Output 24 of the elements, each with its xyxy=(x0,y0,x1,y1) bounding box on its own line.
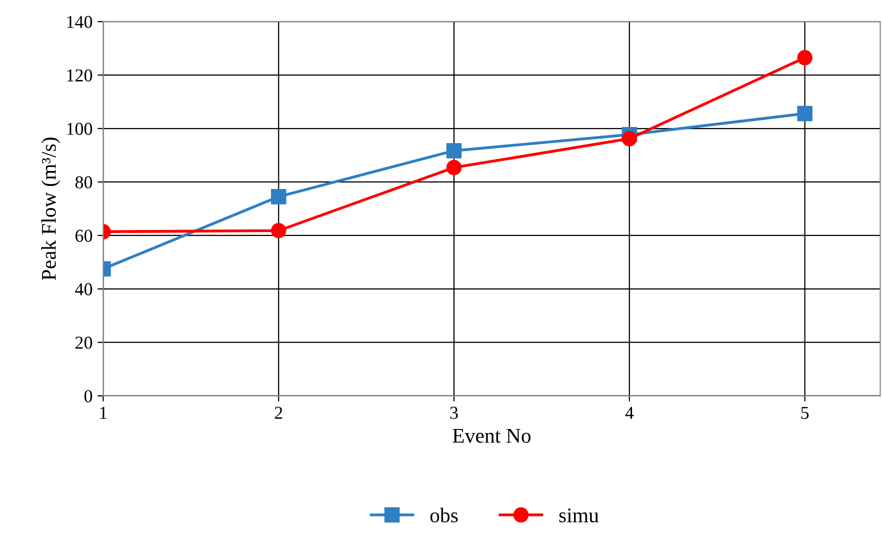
point xyxy=(270,189,286,204)
point xyxy=(797,106,812,122)
y-tick-label: 0 xyxy=(84,390,92,402)
legend-label: obs xyxy=(430,508,458,522)
y-tick-label: 40 xyxy=(75,283,92,296)
y-tick-label: 20 xyxy=(76,336,92,349)
point xyxy=(446,160,462,176)
x-axis-title: Event No xyxy=(452,428,531,443)
y-tick-label: 60 xyxy=(76,230,92,242)
x-tick-label: 4 xyxy=(625,406,634,419)
y-tick-label: 80 xyxy=(75,176,92,188)
legend-label: simu xyxy=(559,508,599,522)
x-tick-label: 1 xyxy=(100,406,107,419)
x-tick-label: 2 xyxy=(274,406,282,419)
point xyxy=(797,50,812,66)
y-tick-label: 140 xyxy=(67,16,92,28)
x-tick-label: 5 xyxy=(801,406,809,419)
y-tick-label: 100 xyxy=(67,122,92,135)
y-axis-title: Peak Flow (m³/s) xyxy=(41,138,60,280)
y-tick-label: 120 xyxy=(67,69,92,82)
point xyxy=(270,222,286,238)
x-tick-label: 3 xyxy=(450,406,458,419)
point xyxy=(446,143,462,158)
point xyxy=(622,131,638,146)
